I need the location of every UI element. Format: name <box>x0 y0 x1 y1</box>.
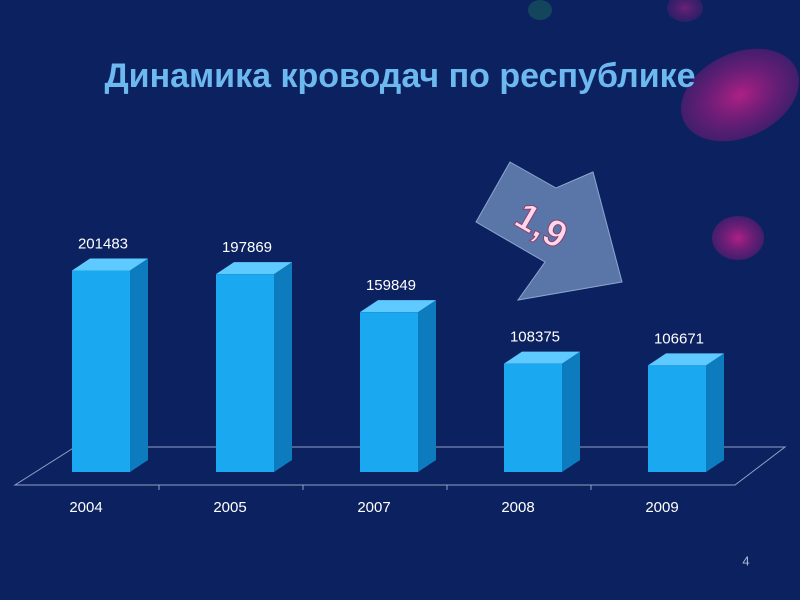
bar <box>648 365 706 472</box>
value-label: 106671 <box>654 330 704 347</box>
x-tick-label: 2005 <box>213 499 246 516</box>
slide-number: 4 <box>742 553 749 568</box>
x-tick-label: 2009 <box>645 499 678 516</box>
decor-blob <box>712 216 764 260</box>
bar <box>216 274 274 472</box>
bar-top <box>216 262 292 275</box>
slide-title: Динамика кроводач по республике <box>104 57 695 95</box>
decor-blob <box>681 48 799 142</box>
bar-side <box>274 262 292 472</box>
bar-top <box>648 353 724 366</box>
chart-floor <box>13 446 787 486</box>
bar-side <box>706 353 724 472</box>
value-label: 197869 <box>222 239 272 256</box>
bar-side <box>562 351 580 472</box>
x-tick-label: 2004 <box>69 499 102 516</box>
bar <box>72 270 130 472</box>
bar-side <box>418 300 436 472</box>
bar-top <box>72 258 148 271</box>
value-label: 201483 <box>78 235 128 252</box>
bar-top <box>504 351 580 364</box>
arrow-shape <box>475 161 623 301</box>
bar-top <box>360 300 436 313</box>
decor-blob <box>528 0 552 20</box>
value-label: 159849 <box>366 277 416 294</box>
bar <box>360 312 418 472</box>
decor-blob <box>667 0 703 22</box>
x-tick-label: 2008 <box>501 499 534 516</box>
x-tick-label: 2007 <box>357 499 390 516</box>
value-label: 108375 <box>510 329 560 346</box>
bar-side <box>130 258 148 472</box>
trend-arrow: 1,9 <box>475 161 623 301</box>
bar <box>504 363 562 472</box>
plot: 2004 201483 2005 197869 2007 159849 2008 108375… <box>69 235 724 516</box>
